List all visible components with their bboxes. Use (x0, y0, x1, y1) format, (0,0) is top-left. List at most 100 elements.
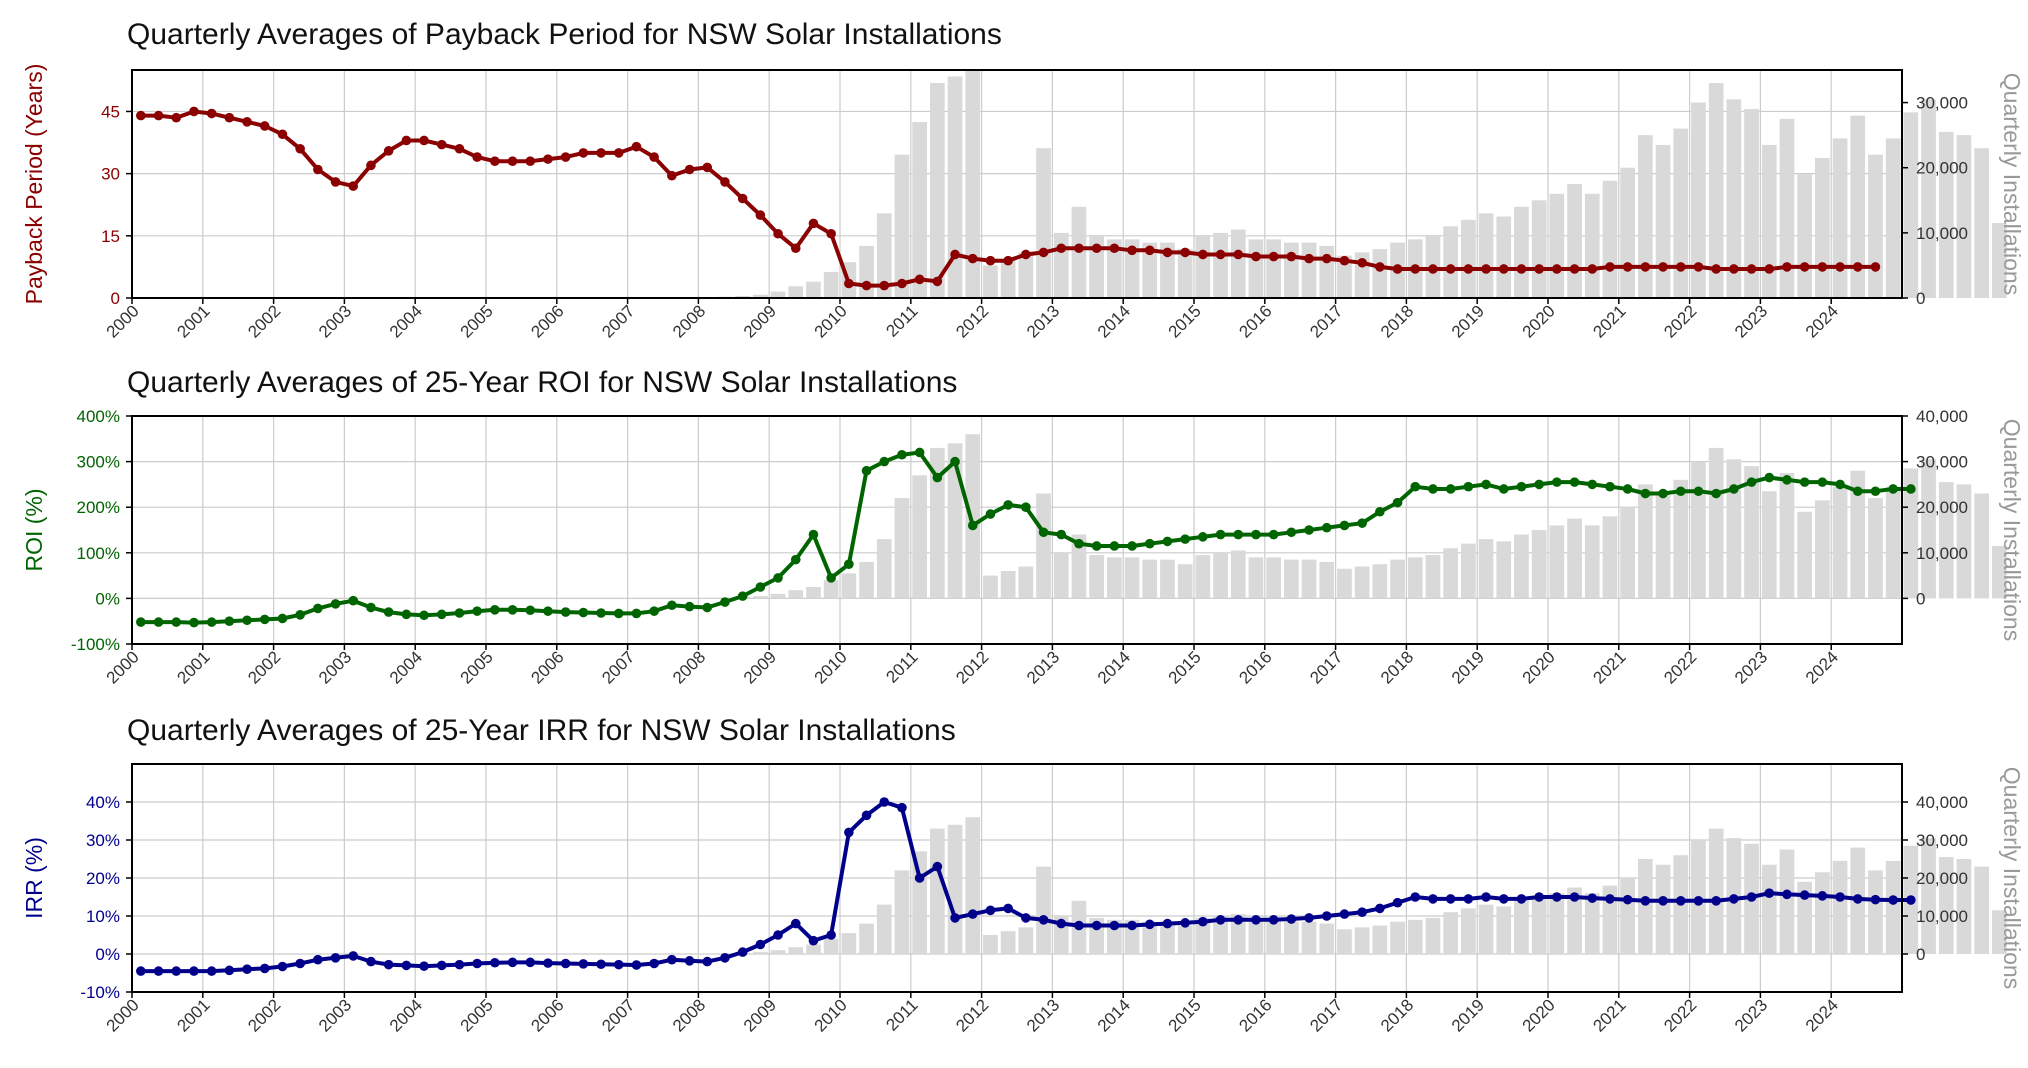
roi-installations-bar (1230, 550, 1246, 599)
roi-installations-bar (1107, 557, 1122, 599)
payback-installations-bar (806, 281, 821, 298)
payback-plot-frame (131, 69, 1903, 299)
roi-data-point (773, 573, 783, 583)
irr-data-point (1357, 907, 1367, 917)
roi-data-point (932, 472, 943, 483)
roi-data-point (224, 616, 235, 626)
roi-data-point (1198, 532, 1208, 542)
payback-x-tick-label: 2002 (244, 301, 284, 341)
payback-data-point (1003, 255, 1013, 266)
roi-data-point (631, 608, 642, 619)
payback-x-tick-label: 2004 (386, 301, 426, 341)
roi-right-tick-label: 0 (1916, 589, 1925, 608)
roi-x-tick-label: 2009 (740, 647, 780, 687)
roi-data-point (259, 614, 270, 625)
irr-data-point (1622, 894, 1633, 905)
payback-data-point (171, 112, 182, 123)
roi-data-point (136, 617, 146, 627)
irr-data-point (1109, 920, 1120, 931)
payback-x-tick-label: 2022 (1660, 301, 1700, 341)
irr-left-tick-label: 40% (86, 793, 120, 812)
irr-x-tick-label: 2011 (882, 995, 921, 1034)
roi-data-point (1711, 488, 1721, 499)
payback-installations-bar (1301, 242, 1317, 298)
irr-data-point (1428, 894, 1438, 904)
payback-data-point (1321, 253, 1332, 264)
roi-x-tick-label: 2021 (1589, 647, 1629, 687)
payback-x-tick-label: 2018 (1377, 301, 1417, 341)
roi-installations-bar (1407, 557, 1423, 599)
irr-installations-bar (1354, 927, 1370, 954)
irr-installations-bar (1142, 921, 1158, 954)
irr-data-point (649, 958, 659, 969)
irr-left-tick-label: 20% (86, 869, 120, 888)
payback-data-point (1445, 264, 1456, 274)
payback-data-point (1268, 251, 1279, 262)
payback-data-point (897, 278, 907, 289)
roi-data-point (543, 606, 553, 616)
payback-installations-bar (1230, 229, 1246, 298)
irr-installations-bar (983, 935, 998, 954)
irr-x-tick-label: 2005 (457, 995, 497, 1035)
irr-x-tick-label: 2019 (1448, 995, 1488, 1035)
payback-data-point (436, 139, 447, 150)
payback-data-point (1782, 262, 1792, 272)
irr-data-point (1605, 894, 1615, 904)
payback-data-point (1304, 253, 1314, 264)
payback-x-tick-label: 2003 (315, 301, 355, 341)
irr-installations-bar (1956, 859, 1972, 954)
roi-data-point (560, 607, 571, 617)
irr-y-axis-label: IRR (%) (21, 837, 47, 919)
payback-installations-bar (1797, 174, 1812, 298)
irr-installations-bar (770, 950, 786, 954)
payback-installations-bar (930, 83, 945, 299)
irr-data-point (967, 909, 978, 919)
payback-left-tick-label: 45 (101, 102, 120, 121)
irr-data-point (1215, 915, 1226, 925)
irr-data-point (1445, 894, 1456, 904)
roi-installations-bar (1142, 559, 1158, 599)
payback-data-point (1428, 264, 1438, 274)
roi-installations-bar (1301, 559, 1317, 599)
roi-data-point (1870, 486, 1881, 497)
roi-data-point (720, 597, 730, 607)
roi-data-point (313, 603, 323, 614)
roi-data-point (649, 606, 659, 616)
payback-data-point (1587, 264, 1598, 274)
roi-data-point (1339, 520, 1350, 531)
irr-data-point (490, 957, 500, 968)
payback-data-point (667, 170, 677, 181)
roi-installations-bar (1992, 545, 2007, 599)
irr-installations-bar (1761, 864, 1777, 954)
payback-x-tick-label: 2000 (103, 301, 143, 341)
roi-data-point (950, 456, 960, 467)
payback-installations-bar (1832, 138, 1848, 298)
irr-installations-bar (1938, 857, 1954, 954)
irr-data-point (1074, 920, 1084, 931)
irr-data-point (578, 959, 589, 969)
roi-data-point (808, 529, 819, 540)
irr-left-tick-label: 10% (86, 907, 120, 926)
irr-installations-bar (1638, 859, 1653, 954)
payback-data-point (1852, 262, 1863, 272)
irr-installations-bar (1549, 893, 1565, 954)
irr-installations-bar (1974, 866, 1989, 954)
irr-data-point (242, 964, 252, 974)
irr-x-tick-label: 2009 (740, 995, 780, 1035)
payback-x-tick-label: 2001 (173, 301, 213, 341)
irr-data-point (1339, 909, 1350, 919)
payback-data-point (1162, 247, 1173, 258)
irr-x-tick-label: 2018 (1377, 995, 1417, 1035)
irr-data-point (1056, 918, 1067, 929)
payback-data-point (1481, 264, 1491, 274)
roi-data-point (1162, 536, 1173, 547)
roi-data-point (1622, 484, 1633, 494)
irr-x-tick-label: 2013 (1023, 995, 1063, 1035)
roi-installations-bar (823, 580, 839, 599)
roi-x-tick-label: 2015 (1165, 647, 1205, 687)
irr-right-tick-label: 30,000 (1916, 831, 1968, 850)
roi-data-point (1180, 534, 1190, 544)
irr-left-tick-label: 0% (95, 945, 120, 964)
irr-data-point (419, 961, 429, 971)
